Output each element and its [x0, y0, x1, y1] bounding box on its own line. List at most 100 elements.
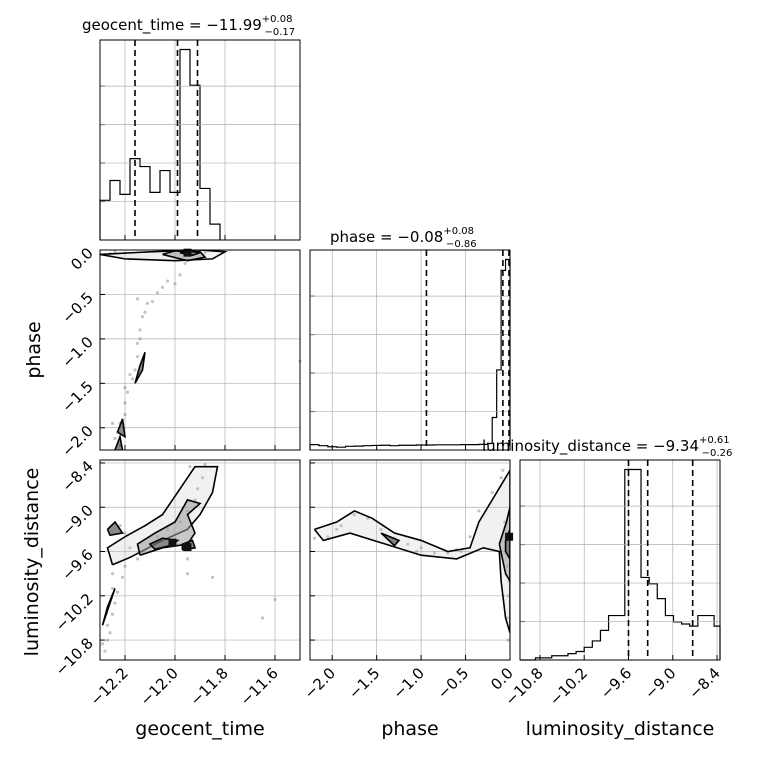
panel-phase-geocent-sample-point — [173, 282, 177, 286]
panel-lum-geocent-sample-point — [210, 575, 215, 579]
panel-lum-phase-sample-point — [432, 551, 437, 555]
panel-lum-phase-sample-point — [490, 490, 494, 495]
panel-lum-geocent-sample-point — [123, 531, 127, 535]
panel-lum-phase-sample-point — [352, 513, 357, 517]
panel-lum-geocent-sample-point — [108, 631, 112, 635]
panel-lum-geocent-density-peak — [168, 538, 177, 547]
panel-lum-phase-sample-point — [506, 638, 510, 642]
panel-phase-geocent-sample-point — [178, 273, 182, 277]
panel-lum-geocent-frame — [99, 459, 301, 661]
panel-lum-phase-contour — [380, 532, 401, 547]
panel-lum-phase-sample-point — [459, 549, 463, 554]
ylabel-phase: phase — [23, 321, 45, 378]
panel-phase-geocent-sample-point — [165, 279, 170, 283]
panel-lum-geocent-sample-point — [103, 649, 107, 653]
hist-geocent-time-histogram — [99, 48, 221, 240]
panel-phase-geocent-contour — [116, 418, 127, 439]
title-geocent-time: geocent_time = −11.99+0.08 −0.17 — [82, 14, 295, 38]
panel-lum-geocent-sample-point — [128, 546, 132, 550]
panel-lum-geocent-sample-point — [188, 465, 192, 469]
panel-lum-geocent-sample-point — [110, 586, 115, 591]
panel-lum-geocent-sample-point — [118, 524, 122, 528]
panel-lum-geocent-sample-point — [135, 557, 140, 561]
panel-phase-geocent-sample-point — [145, 301, 150, 305]
panel-lum-phase-sample-point — [477, 509, 481, 513]
panel-lum-phase-sample-point — [499, 476, 503, 480]
panel-phase-geocent-sample-point — [133, 368, 137, 372]
panel-lum-geocent-sample-point — [105, 623, 110, 627]
panel-lum-phase-sample-point — [379, 527, 383, 531]
panel-phase-geocent-sample-point — [130, 377, 135, 381]
panel-phase-geocent-contour — [114, 433, 124, 450]
panel-lum-geocent-sample-point — [110, 612, 115, 616]
panel-phase-geocent-sample-point — [125, 390, 130, 394]
panel-phase-geocent-sample-point — [135, 341, 140, 345]
panel-lum-geocent-sample-point — [185, 557, 190, 561]
panel-lum-phase-frame — [309, 459, 511, 661]
panel-lum-geocent-sample-point — [193, 498, 197, 502]
panel-lum-phase-sample-point — [506, 594, 510, 598]
panel-lum-geocent-sample-point — [260, 616, 265, 620]
panel-lum-geocent-sample-point — [100, 642, 105, 646]
panel-phase-geocent-sample-point — [143, 310, 147, 314]
panel-phase-geocent-frame — [99, 249, 301, 451]
hist-phase-histogram — [309, 258, 511, 450]
panel-lum-phase-sample-point — [335, 527, 339, 531]
panel-lum-phase-contour — [313, 468, 510, 633]
panel-phase-geocent-sample-point — [123, 401, 127, 405]
panel-phase-geocent-sample-point — [135, 297, 140, 301]
panel-lum-geocent-sample-point — [185, 572, 190, 576]
panel-phase-geocent-sample-point — [183, 261, 187, 265]
panel-lum-phase-contour — [498, 507, 510, 583]
hist-geocent-time-frame — [99, 39, 301, 241]
panel-lum-geocent-contour — [136, 498, 202, 556]
xlabel-luminosity-distance: luminosity_distance — [526, 718, 715, 740]
panel-phase-geocent-sample-point — [150, 299, 155, 304]
title-phase: phase = −0.08+0.08 −0.86 — [330, 226, 477, 250]
hist-luminosity-distance-histogram — [520, 468, 721, 661]
panel-lum-geocent-sample-point — [110, 572, 115, 576]
panel-phase-geocent-sample-point — [155, 291, 160, 295]
panel-lum-geocent-contour — [101, 588, 116, 626]
panel-lum-geocent-sample-point — [200, 476, 205, 480]
panel-lum-phase-sample-point — [339, 524, 343, 528]
panel-phase-geocent-sample-point — [203, 251, 207, 255]
panel-lum-geocent-sample-point — [123, 564, 127, 568]
panel-phase-geocent-sample-point — [138, 328, 142, 332]
panel-lum-phase-density-peak — [505, 532, 514, 541]
panel-phase-geocent-sample-point — [128, 372, 132, 377]
panel-phase-geocent-contour — [134, 351, 146, 384]
panel-phase-geocent-sample-point — [135, 355, 140, 359]
panel-lum-geocent-sample-point — [195, 487, 200, 491]
panel-lum-phase-sample-point — [468, 535, 472, 539]
panel-phase-geocent-sample-point — [110, 421, 115, 425]
panel-lum-phase-sample-point — [501, 468, 505, 472]
panel-lum-geocent-contour — [106, 520, 124, 537]
panel-lum-phase-sample-point — [419, 546, 423, 550]
ylabel-luminosity-distance: luminosity_distance — [21, 468, 43, 657]
hist-luminosity-distance-frame — [519, 459, 721, 661]
panel-lum-geocent-sample-point — [115, 590, 120, 594]
panel-phase-geocent-sample-point — [113, 436, 117, 441]
panel-lum-phase-sample-point — [406, 542, 410, 546]
xlabel-phase: phase — [381, 718, 438, 740]
panel-lum-geocent-sample-point — [120, 575, 125, 579]
panel-lum-geocent-sample-point — [113, 601, 117, 605]
panel-lum-phase-sample-point — [312, 536, 317, 540]
panel-phase-geocent-sample-point — [113, 250, 117, 254]
panel-lum-geocent-sample-point — [105, 638, 110, 642]
panel-phase-geocent-density-peak — [183, 248, 192, 257]
panel-lum-geocent-sample-point — [273, 597, 277, 602]
panel-lum-phase-sample-point — [326, 535, 330, 539]
panel-phase-geocent-sample-point — [160, 285, 165, 289]
panel-lum-phase-sample-point — [415, 549, 419, 554]
title-luminosity-distance: luminosity_distance = −9.34+0.61 −0.26 — [482, 435, 732, 459]
panel-phase-geocent-sample-point — [138, 337, 142, 341]
hist-phase-frame — [309, 249, 511, 451]
panel-phase-geocent-sample-point — [140, 315, 145, 319]
panel-lum-geocent-sample-point — [203, 462, 207, 467]
panel-phase-geocent-sample-point — [123, 386, 127, 390]
panel-lum-geocent-density-peak — [183, 543, 192, 552]
